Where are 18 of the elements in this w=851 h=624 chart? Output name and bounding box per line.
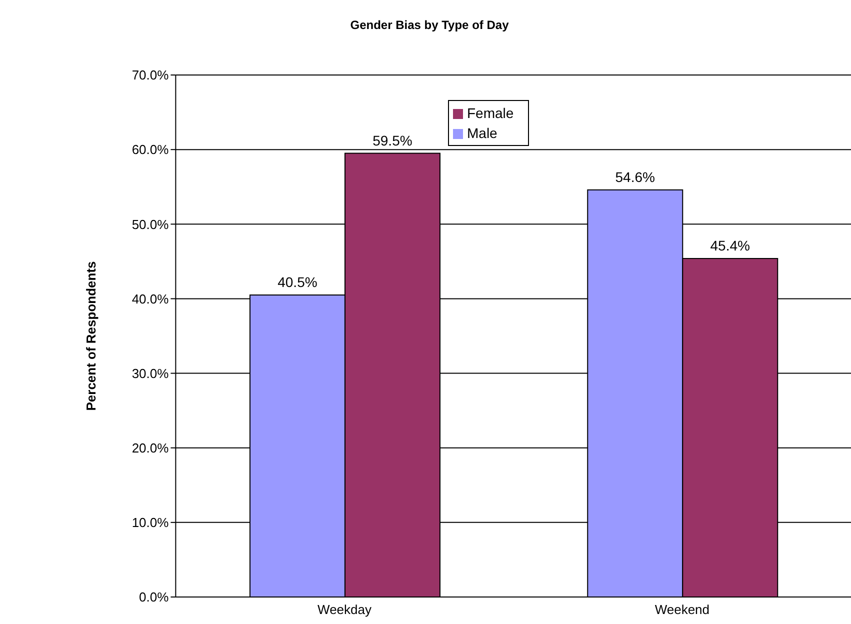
x-tick-label: Weekend [654, 602, 710, 618]
y-tick-label: 50.0% [132, 216, 170, 232]
legend-label: Male [467, 125, 498, 141]
data-label: 59.5% [372, 132, 412, 148]
chart-title: Gender Bias by Type of Day [349, 18, 510, 32]
y-tick-label: 60.0% [132, 142, 170, 158]
y-tick-label: 40.0% [132, 291, 170, 306]
data-label: 45.4% [710, 237, 750, 254]
data-label: 40.5% [278, 274, 318, 290]
y-tick-label: 30.0% [132, 366, 170, 381]
x-tick-label: Weekday [318, 602, 372, 618]
y-axis-title: Percent of Respondents [83, 261, 98, 411]
y-tick-label: 20.0% [132, 440, 170, 456]
y-tick-label: 70.0% [132, 68, 170, 83]
data-label: 54.6% [615, 168, 655, 185]
legend-label: Female [467, 105, 514, 121]
y-tick-label: 10.0% [132, 515, 170, 530]
y-tick-label: 0.0% [139, 590, 170, 605]
